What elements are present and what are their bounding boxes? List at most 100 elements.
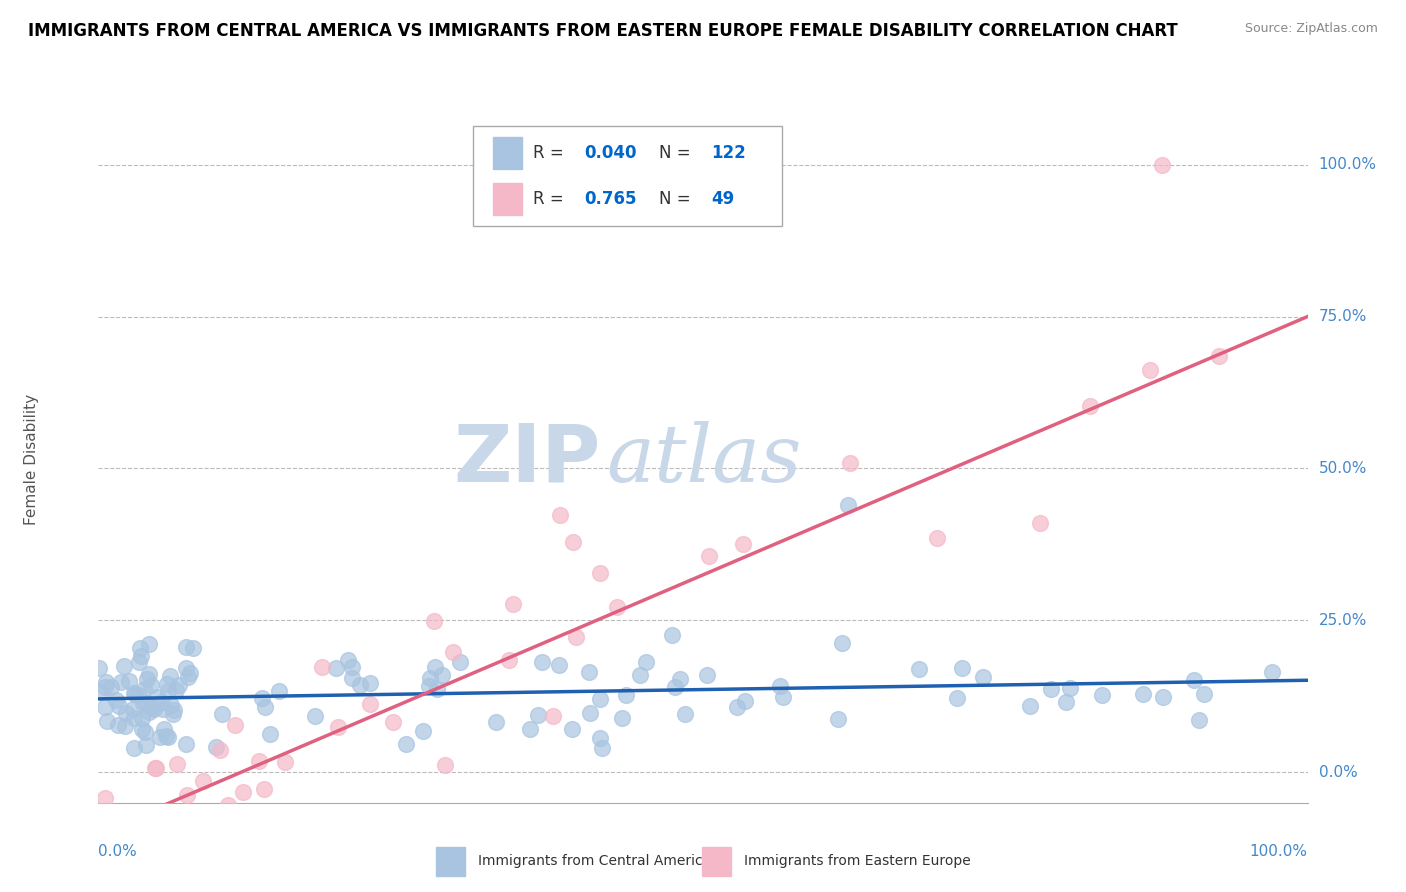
Point [204,739,226,754]
Point [419,671,441,685]
Point [325,661,347,675]
Point [769,679,792,693]
Point [434,757,457,772]
Point [128,641,150,656]
Point [669,672,692,686]
Point [1192,687,1215,701]
Point [224,718,246,732]
Text: 75.0%: 75.0% [1319,309,1367,324]
Point [548,657,571,672]
FancyBboxPatch shape [474,127,782,226]
Text: Immigrants from Eastern Europe: Immigrants from Eastern Europe [744,855,972,868]
Point [176,661,198,675]
Point [94,790,117,805]
Point [588,692,610,706]
Point [139,700,162,714]
Point [142,702,165,716]
Point [502,597,524,611]
Point [253,700,276,714]
Point [138,637,160,651]
Point [181,640,204,655]
Point [145,761,167,775]
Point [174,737,197,751]
Point [259,726,281,740]
Point [107,717,129,731]
Point [1039,681,1062,696]
Point [561,722,583,736]
Point [145,690,167,704]
Point [104,693,127,707]
Point [827,712,849,726]
Point [135,696,157,710]
Point [837,498,859,512]
Point [124,687,146,701]
Point [349,678,371,692]
Point [127,688,149,702]
Point [236,809,259,823]
Point [579,706,602,720]
Point [1132,687,1154,701]
Point [132,696,155,710]
Point [250,690,273,705]
Point [134,724,156,739]
Text: N =: N = [659,190,696,208]
Point [155,729,177,743]
Point [176,640,198,654]
Point [131,722,153,736]
Point [157,683,180,698]
Point [731,537,754,551]
Point [169,677,191,691]
Point [316,812,339,826]
Point [359,698,381,712]
Point [311,660,333,674]
Point [498,653,520,667]
Point [152,702,174,716]
Point [1019,698,1042,713]
Point [132,682,155,697]
Point [94,674,117,689]
Point [946,691,969,706]
Point [138,705,160,719]
Point [359,676,381,690]
Point [162,707,184,722]
Text: R =: R = [533,190,568,208]
FancyBboxPatch shape [702,847,731,876]
Point [328,721,350,735]
Point [124,685,146,699]
Point [143,760,166,774]
Point [208,743,231,757]
Point [114,719,136,733]
Point [141,678,163,692]
Point [831,636,853,650]
Point [118,674,141,689]
Point [163,703,186,717]
Point [541,708,564,723]
Point [772,690,794,705]
Point [211,706,233,721]
Point [422,614,444,628]
Point [89,825,111,839]
Point [96,714,118,728]
Point [160,698,183,712]
Point [1184,673,1206,688]
Text: 50.0%: 50.0% [1319,461,1367,476]
Text: 0.040: 0.040 [585,144,637,161]
Point [589,566,612,580]
Point [94,700,117,714]
Text: ZIP: ZIP [453,420,600,499]
Point [274,756,297,770]
Text: Female Disability: Female Disability [24,393,39,525]
Point [135,738,157,752]
Point [131,711,153,725]
Point [395,737,418,751]
Point [1188,713,1211,727]
Point [232,785,254,799]
Point [562,534,585,549]
Point [614,688,637,702]
Point [166,757,188,772]
Point [485,715,508,730]
Point [661,628,683,642]
Point [548,508,571,522]
Point [207,834,229,848]
Text: 100.0%: 100.0% [1319,157,1376,172]
